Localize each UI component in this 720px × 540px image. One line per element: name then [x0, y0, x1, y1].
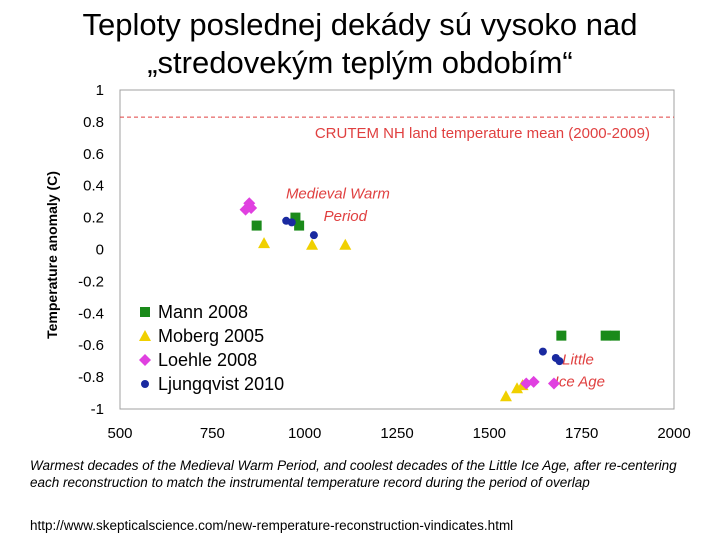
mann-2008-point: [600, 330, 611, 341]
loehle-2008-point: [527, 375, 540, 388]
mann-2008-point: [290, 212, 301, 223]
moberg-2005-point: [306, 238, 319, 250]
scatter-chart: CRUTEM NH land temperature mean (2000-20…: [44, 82, 691, 442]
legend-marker: [140, 307, 150, 317]
legend-entry: Loehle 2008: [158, 350, 257, 370]
moberg-2005-point: [511, 382, 524, 394]
ljungqvist-2010-point: [309, 231, 318, 240]
y-tick-label: -0.2: [78, 273, 104, 290]
x-tick-label: 1250: [380, 425, 413, 442]
reference-line-label: CRUTEM NH land temperature mean (2000-20…: [315, 125, 650, 142]
legend-marker: [139, 330, 151, 341]
figure-caption: Warmest decades of the Medieval Warm Per…: [30, 458, 677, 490]
ljungqvist-2010-point: [538, 347, 547, 356]
y-tick-label: -0.6: [78, 337, 104, 354]
mann-2008-point: [609, 330, 620, 341]
y-tick-label: -0.4: [78, 305, 104, 322]
legend-entry: Mann 2008: [158, 302, 248, 322]
legend-entry: Ljungqvist 2010: [158, 374, 284, 394]
y-axis-label: Temperature anomaly (C): [44, 171, 60, 339]
x-tick-label: 2000: [657, 425, 690, 442]
chart-annotation: Ice Age: [555, 374, 605, 391]
y-tick-label: 0.8: [83, 114, 104, 131]
y-tick-label: -0.8: [78, 369, 104, 386]
y-tick-label: 0.2: [83, 210, 104, 227]
legend-marker: [139, 354, 151, 366]
y-tick-label: 1: [96, 82, 104, 99]
ljungqvist-2010-point: [287, 218, 296, 227]
mann-2008-point: [251, 220, 262, 231]
x-tick-label: 1500: [473, 425, 506, 442]
x-tick-label: 750: [200, 425, 225, 442]
x-tick-label: 1000: [288, 425, 321, 442]
slide-title: Teploty poslednej dekády sú vysoko nad „…: [0, 6, 720, 82]
y-tick-label: -1: [91, 401, 104, 418]
y-tick-label: 0.6: [83, 146, 104, 163]
x-tick-label: 1750: [565, 425, 598, 442]
chart-annotation: Little: [562, 351, 594, 368]
moberg-2005-point: [499, 390, 512, 402]
loehle-2008-point: [547, 377, 560, 390]
slide-title-line-1: Teploty poslednej dekády sú vysoko nad: [82, 7, 638, 42]
mann-2008-point: [294, 220, 305, 231]
slide-title-line-2: „stredovekým teplým obdobím“: [147, 45, 573, 80]
chart-annotation: Period: [324, 208, 368, 225]
chart-annotation: Medieval Warm: [286, 185, 390, 202]
ljungqvist-2010-point: [555, 357, 564, 366]
moberg-2005-point: [258, 237, 271, 249]
plot-area: [119, 89, 675, 410]
source-link[interactable]: http://www.skepticalscience.com/new-remp…: [30, 518, 514, 533]
y-tick-label: 0: [96, 242, 104, 259]
y-tick-label: 0.4: [83, 178, 104, 195]
legend-entry: Moberg 2005: [158, 326, 264, 346]
legend-marker: [141, 380, 149, 388]
loehle-2008-point: [245, 202, 258, 215]
moberg-2005-point: [339, 238, 352, 250]
mann-2008-point: [556, 330, 567, 341]
x-tick-label: 500: [107, 425, 132, 442]
